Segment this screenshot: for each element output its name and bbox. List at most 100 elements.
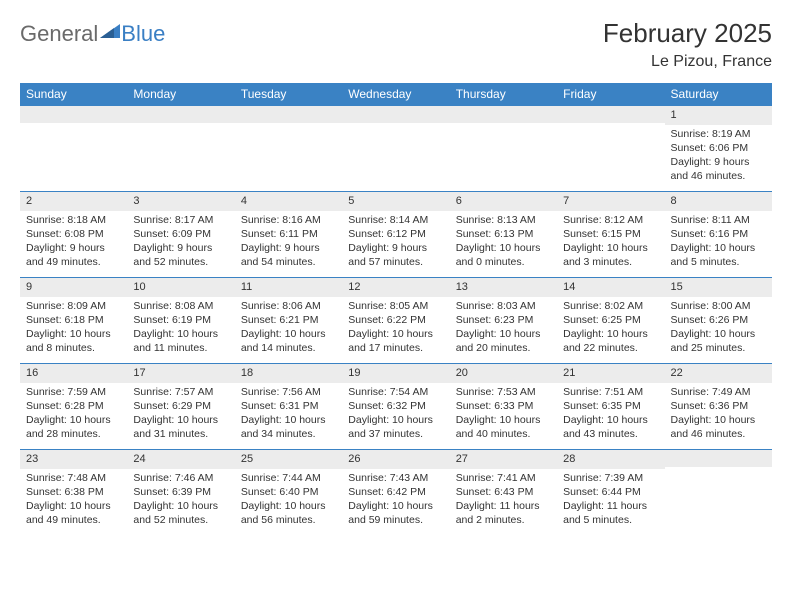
day-number: 21 [557,364,664,383]
calendar-day-cell [127,106,234,192]
day-number [235,106,342,123]
weekday-header: Tuesday [235,83,342,106]
sunrise-text: Sunrise: 8:03 AM [456,299,551,313]
calendar-day-cell: 8Sunrise: 8:11 AMSunset: 6:16 PMDaylight… [665,192,772,278]
calendar-day-cell: 6Sunrise: 8:13 AMSunset: 6:13 PMDaylight… [450,192,557,278]
calendar-week-row: 16Sunrise: 7:59 AMSunset: 6:28 PMDayligh… [20,364,772,450]
sunset-text: Sunset: 6:11 PM [241,227,336,241]
sunrise-text: Sunrise: 7:53 AM [456,385,551,399]
sunrise-text: Sunrise: 8:02 AM [563,299,658,313]
calendar-day-cell: 3Sunrise: 8:17 AMSunset: 6:09 PMDaylight… [127,192,234,278]
calendar-body: 1Sunrise: 8:19 AMSunset: 6:06 PMDaylight… [20,106,772,536]
day-number: 20 [450,364,557,383]
day-number: 17 [127,364,234,383]
sunset-text: Sunset: 6:08 PM [26,227,121,241]
day-number: 12 [342,278,449,297]
daylight-text: Daylight: 10 hours and 49 minutes. [26,499,121,527]
sunset-text: Sunset: 6:19 PM [133,313,228,327]
sunset-text: Sunset: 6:43 PM [456,485,551,499]
day-number: 5 [342,192,449,211]
calendar-day-cell: 2Sunrise: 8:18 AMSunset: 6:08 PMDaylight… [20,192,127,278]
daylight-text: Daylight: 9 hours and 49 minutes. [26,241,121,269]
sunrise-text: Sunrise: 8:06 AM [241,299,336,313]
day-number: 9 [20,278,127,297]
month-title: February 2025 [603,18,772,49]
sunrise-text: Sunrise: 8:08 AM [133,299,228,313]
sunrise-text: Sunrise: 7:46 AM [133,471,228,485]
calendar-day-cell: 14Sunrise: 8:02 AMSunset: 6:25 PMDayligh… [557,278,664,364]
day-number [557,106,664,123]
title-block: February 2025 Le Pizou, France [603,18,772,71]
sunrise-text: Sunrise: 8:17 AM [133,213,228,227]
sunset-text: Sunset: 6:31 PM [241,399,336,413]
day-number: 7 [557,192,664,211]
logo: General Blue [20,18,165,50]
daylight-text: Daylight: 10 hours and 37 minutes. [348,413,443,441]
daylight-text: Daylight: 10 hours and 40 minutes. [456,413,551,441]
calendar-day-cell: 9Sunrise: 8:09 AMSunset: 6:18 PMDaylight… [20,278,127,364]
day-details: Sunrise: 8:09 AMSunset: 6:18 PMDaylight:… [20,297,127,360]
day-number [20,106,127,123]
sunrise-text: Sunrise: 7:43 AM [348,471,443,485]
sunset-text: Sunset: 6:35 PM [563,399,658,413]
sunrise-text: Sunrise: 7:56 AM [241,385,336,399]
day-details: Sunrise: 7:53 AMSunset: 6:33 PMDaylight:… [450,383,557,446]
sunrise-text: Sunrise: 7:49 AM [671,385,766,399]
daylight-text: Daylight: 10 hours and 11 minutes. [133,327,228,355]
header: General Blue February 2025 Le Pizou, Fra… [20,18,772,71]
day-number: 19 [342,364,449,383]
day-details: Sunrise: 8:08 AMSunset: 6:19 PMDaylight:… [127,297,234,360]
day-details: Sunrise: 8:12 AMSunset: 6:15 PMDaylight:… [557,211,664,274]
sunrise-text: Sunrise: 7:57 AM [133,385,228,399]
day-details: Sunrise: 8:18 AMSunset: 6:08 PMDaylight:… [20,211,127,274]
calendar-day-cell: 16Sunrise: 7:59 AMSunset: 6:28 PMDayligh… [20,364,127,450]
day-number [665,450,772,467]
calendar-table: Sunday Monday Tuesday Wednesday Thursday… [20,83,772,536]
day-number: 22 [665,364,772,383]
sunrise-text: Sunrise: 7:54 AM [348,385,443,399]
sunset-text: Sunset: 6:06 PM [671,141,766,155]
daylight-text: Daylight: 10 hours and 25 minutes. [671,327,766,355]
calendar-header-row: Sunday Monday Tuesday Wednesday Thursday… [20,83,772,106]
sunset-text: Sunset: 6:23 PM [456,313,551,327]
weekday-header: Wednesday [342,83,449,106]
daylight-text: Daylight: 10 hours and 59 minutes. [348,499,443,527]
daylight-text: Daylight: 10 hours and 46 minutes. [671,413,766,441]
sunrise-text: Sunrise: 8:13 AM [456,213,551,227]
sunset-text: Sunset: 6:09 PM [133,227,228,241]
calendar-day-cell: 24Sunrise: 7:46 AMSunset: 6:39 PMDayligh… [127,450,234,536]
day-details: Sunrise: 7:39 AMSunset: 6:44 PMDaylight:… [557,469,664,532]
sunset-text: Sunset: 6:38 PM [26,485,121,499]
day-number: 18 [235,364,342,383]
day-number: 23 [20,450,127,469]
sunrise-text: Sunrise: 7:59 AM [26,385,121,399]
sunrise-text: Sunrise: 8:14 AM [348,213,443,227]
sunset-text: Sunset: 6:40 PM [241,485,336,499]
day-number: 25 [235,450,342,469]
daylight-text: Daylight: 10 hours and 14 minutes. [241,327,336,355]
day-details: Sunrise: 8:16 AMSunset: 6:11 PMDaylight:… [235,211,342,274]
calendar-day-cell: 13Sunrise: 8:03 AMSunset: 6:23 PMDayligh… [450,278,557,364]
day-number: 28 [557,450,664,469]
sunrise-text: Sunrise: 8:19 AM [671,127,766,141]
day-details: Sunrise: 7:51 AMSunset: 6:35 PMDaylight:… [557,383,664,446]
calendar-day-cell: 21Sunrise: 7:51 AMSunset: 6:35 PMDayligh… [557,364,664,450]
calendar-day-cell: 20Sunrise: 7:53 AMSunset: 6:33 PMDayligh… [450,364,557,450]
day-number: 15 [665,278,772,297]
sunrise-text: Sunrise: 7:44 AM [241,471,336,485]
day-details: Sunrise: 7:59 AMSunset: 6:28 PMDaylight:… [20,383,127,446]
day-number: 6 [450,192,557,211]
sunset-text: Sunset: 6:32 PM [348,399,443,413]
calendar-day-cell: 10Sunrise: 8:08 AMSunset: 6:19 PMDayligh… [127,278,234,364]
weekday-header: Friday [557,83,664,106]
day-number: 3 [127,192,234,211]
day-number: 27 [450,450,557,469]
daylight-text: Daylight: 10 hours and 31 minutes. [133,413,228,441]
calendar-day-cell: 18Sunrise: 7:56 AMSunset: 6:31 PMDayligh… [235,364,342,450]
sunset-text: Sunset: 6:33 PM [456,399,551,413]
sunset-text: Sunset: 6:39 PM [133,485,228,499]
day-details: Sunrise: 7:43 AMSunset: 6:42 PMDaylight:… [342,469,449,532]
day-number: 14 [557,278,664,297]
day-details: Sunrise: 8:14 AMSunset: 6:12 PMDaylight:… [342,211,449,274]
weekday-header: Thursday [450,83,557,106]
